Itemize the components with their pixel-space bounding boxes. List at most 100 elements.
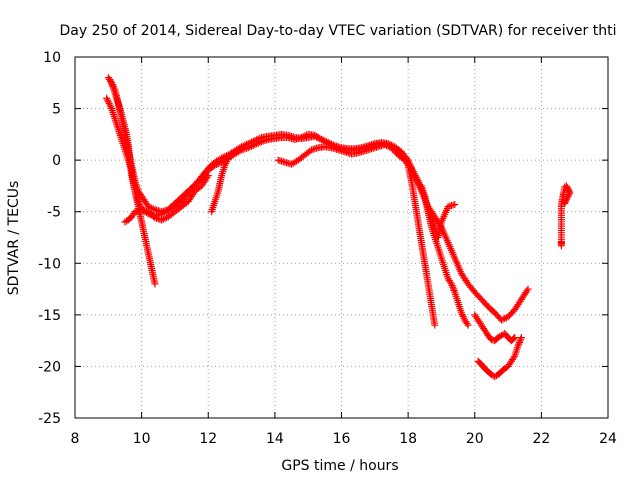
data-point xyxy=(314,134,322,142)
data-point xyxy=(107,77,115,85)
data-point xyxy=(431,321,439,329)
y-tick-label: -20 xyxy=(38,359,61,375)
data-point xyxy=(108,81,116,89)
x-tick-label: 20 xyxy=(466,431,484,447)
y-axis-label: SDTVAR / TECUs xyxy=(6,181,22,296)
y-tick-label: 0 xyxy=(52,153,61,169)
data-point xyxy=(151,280,159,288)
data-point xyxy=(561,199,569,207)
data-point xyxy=(565,191,573,199)
y-tick-label: -15 xyxy=(38,308,61,324)
data-point xyxy=(447,280,455,288)
series-track-h xyxy=(471,311,519,345)
series-track-c xyxy=(106,76,159,288)
data-point xyxy=(516,337,524,345)
data-point xyxy=(451,200,459,208)
data-point xyxy=(381,141,389,149)
data-point xyxy=(218,154,226,162)
series-track-g xyxy=(417,182,472,329)
data-point xyxy=(149,205,157,213)
data-point xyxy=(399,155,407,163)
series-track-b xyxy=(104,74,532,324)
data-point xyxy=(499,315,507,323)
data-point xyxy=(517,334,525,342)
x-tick-label: 14 xyxy=(266,431,284,447)
data-point xyxy=(510,354,518,362)
tick-labels: 8 10 12 14 16 18 20 22 24 -25 -20 -15 -10 -5 0 5 10 xyxy=(38,50,617,447)
data-point xyxy=(236,145,244,153)
data-point xyxy=(450,287,458,295)
y-tick-label: 5 xyxy=(52,102,61,118)
data-point xyxy=(311,132,319,140)
data-point xyxy=(566,189,574,197)
x-tick-label: 16 xyxy=(333,431,351,447)
data-point xyxy=(313,133,321,141)
y-tick-label: -25 xyxy=(38,411,61,427)
x-tick-label: 22 xyxy=(532,431,550,447)
data-point xyxy=(161,214,169,222)
data-point xyxy=(517,335,525,343)
data-point xyxy=(564,192,572,200)
data-series xyxy=(103,74,574,381)
data-point xyxy=(316,135,324,143)
data-point xyxy=(248,138,256,146)
data-point xyxy=(105,99,113,107)
series-track-e xyxy=(208,144,246,216)
data-point xyxy=(319,136,327,144)
data-point xyxy=(106,101,114,109)
data-point xyxy=(109,82,117,90)
y-tick-label: 10 xyxy=(43,50,61,66)
data-point xyxy=(107,79,115,87)
data-point xyxy=(204,172,212,180)
data-point xyxy=(523,287,531,295)
data-point xyxy=(449,283,457,291)
series-track-d xyxy=(121,172,212,226)
data-point xyxy=(244,140,252,148)
x-tick-label: 24 xyxy=(599,431,617,447)
data-point xyxy=(382,141,390,149)
data-point xyxy=(510,335,518,343)
x-tick-label: 12 xyxy=(199,431,217,447)
data-point xyxy=(463,319,471,327)
data-point xyxy=(238,144,246,152)
data-point xyxy=(148,204,156,212)
data-point xyxy=(249,137,257,145)
x-tick-label: 10 xyxy=(133,431,151,447)
y-tick-label: -5 xyxy=(47,205,61,221)
data-point xyxy=(107,103,115,111)
data-point xyxy=(515,340,523,348)
data-point xyxy=(514,342,522,350)
data-point xyxy=(246,139,254,147)
data-point xyxy=(251,137,259,145)
series-track-j xyxy=(557,182,574,250)
data-point xyxy=(449,285,457,293)
data-point xyxy=(243,140,251,148)
x-tick-label: 18 xyxy=(399,431,417,447)
data-point xyxy=(464,321,472,329)
data-point xyxy=(318,136,326,144)
data-point xyxy=(106,76,114,84)
data-point xyxy=(158,216,166,224)
data-point xyxy=(384,142,392,150)
data-point xyxy=(497,316,505,324)
data-point xyxy=(562,182,570,190)
data-point xyxy=(511,334,519,342)
data-point xyxy=(103,96,111,104)
data-point xyxy=(103,94,111,102)
grid xyxy=(75,57,608,418)
data-point xyxy=(219,153,227,161)
x-tick-label: 8 xyxy=(71,431,80,447)
plot-frame xyxy=(74,56,609,419)
data-point xyxy=(501,314,509,322)
data-point xyxy=(254,135,262,143)
data-point xyxy=(203,173,211,181)
data-point xyxy=(515,338,523,346)
data-point xyxy=(256,134,264,142)
x-axis-label: GPS time / hours xyxy=(281,458,398,474)
data-point xyxy=(253,136,261,144)
chart-title: Day 250 of 2014, Sidereal Day-to-day VTE… xyxy=(60,23,617,39)
data-point xyxy=(448,282,456,290)
y-tick-label: -10 xyxy=(38,256,61,272)
data-point xyxy=(104,98,112,106)
